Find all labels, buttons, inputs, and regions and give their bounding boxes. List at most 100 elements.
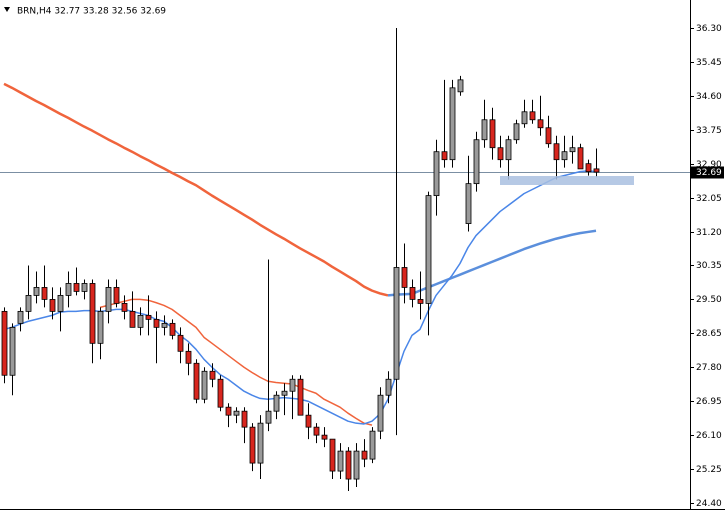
chart-title: BRN,H4 32.77 33.28 32.56 32.69: [17, 7, 166, 17]
candle-body: [465, 183, 472, 224]
candle-body: [561, 151, 568, 161]
candle-body: [281, 390, 288, 396]
candle-body: [81, 283, 88, 292]
y-tick-label: 32.05: [696, 194, 722, 204]
y-tick-label: 35.45: [696, 58, 722, 68]
candle-body: [385, 378, 392, 396]
candle-body: [529, 111, 536, 121]
candle-body: [497, 147, 504, 161]
candle-body: [353, 450, 360, 480]
candle-body: [233, 410, 240, 416]
candle-body: [585, 163, 592, 173]
candle-body: [513, 123, 520, 141]
candle-body: [49, 299, 56, 312]
candle-body: [313, 426, 320, 436]
candle-body: [337, 450, 344, 472]
candle-body: [41, 287, 48, 300]
candle-body: [73, 283, 80, 292]
candle-body: [417, 299, 424, 304]
candle-body: [129, 310, 136, 328]
candle-body: [9, 326, 16, 376]
candle-body: [249, 426, 256, 464]
y-tick-label: 36.30: [696, 24, 722, 34]
candle-body: [441, 151, 448, 161]
moving-average-line: [3, 82, 389, 297]
candle-body: [209, 370, 216, 380]
candle-body: [137, 314, 144, 328]
y-tick-label: 24.40: [696, 499, 722, 509]
candle-body: [145, 314, 152, 320]
candle-body: [161, 322, 168, 328]
candle-body: [521, 111, 528, 125]
candle-body: [361, 450, 368, 460]
last-price-label: 32.69: [696, 168, 722, 178]
y-tick-label: 30.35: [696, 261, 722, 271]
candle-body: [345, 450, 352, 480]
y-tick-label: 29.50: [696, 295, 722, 305]
candle-body: [177, 334, 184, 352]
last-price-box: [691, 166, 724, 179]
candle-body: [481, 119, 488, 141]
y-tick-label: 31.20: [696, 228, 722, 238]
candle-body: [393, 267, 400, 380]
candle-body: [433, 151, 440, 197]
candle-body: [553, 143, 560, 161]
candle-body: [473, 139, 480, 185]
candle-body: [1, 310, 8, 376]
moving-average-line: [99, 298, 373, 426]
y-tick-label: 33.75: [696, 126, 722, 136]
candle-body: [369, 430, 376, 460]
candle-body: [265, 410, 272, 424]
candle-body: [577, 147, 584, 170]
candle-body: [569, 147, 576, 153]
candle-body: [257, 422, 264, 464]
candle-body: [113, 287, 120, 304]
candle-body: [329, 438, 336, 472]
candle-body: [201, 370, 208, 400]
y-tick-label: 25.25: [696, 465, 722, 475]
candle-body: [289, 378, 296, 392]
candle-body: [105, 287, 112, 312]
candle-body: [273, 394, 280, 412]
candle-body: [305, 414, 312, 428]
candle-body: [449, 87, 456, 161]
zone-rectangle: [500, 176, 634, 185]
y-tick-label: 28.65: [696, 329, 722, 339]
candle-body: [377, 394, 384, 432]
candle-body: [169, 322, 176, 336]
menu-triangle: [4, 7, 10, 12]
candle-body: [33, 287, 40, 296]
candle-body: [545, 127, 552, 145]
candle-body: [225, 406, 232, 416]
candle-body: [409, 287, 416, 300]
candle-body: [537, 119, 544, 129]
candle-body: [193, 362, 200, 400]
y-tick-label: 32.90: [696, 160, 722, 170]
moving-average-line: [387, 229, 597, 297]
y-tick-label: 27.80: [696, 363, 722, 373]
candle-body: [57, 295, 64, 312]
candle-body: [153, 318, 160, 328]
candle-body: [241, 410, 248, 428]
candle-body: [185, 350, 192, 364]
candle-body: [457, 79, 464, 93]
plot-area: [0, 27, 690, 492]
candle-body: [17, 310, 24, 324]
y-tick-label: 26.95: [696, 397, 722, 407]
candle-body: [89, 283, 96, 344]
candle-body: [25, 295, 32, 312]
candle-body: [505, 139, 512, 161]
candle-body: [217, 378, 224, 408]
candle-body: [65, 283, 72, 296]
candle-body: [401, 267, 408, 288]
candle-body: [321, 434, 328, 440]
candle-body: [425, 195, 432, 304]
candle-body: [489, 119, 496, 149]
y-tick-label: 26.10: [696, 431, 722, 441]
y-tick-label: 34.60: [696, 92, 722, 102]
candle-body: [97, 310, 104, 344]
candle-body: [593, 168, 600, 173]
